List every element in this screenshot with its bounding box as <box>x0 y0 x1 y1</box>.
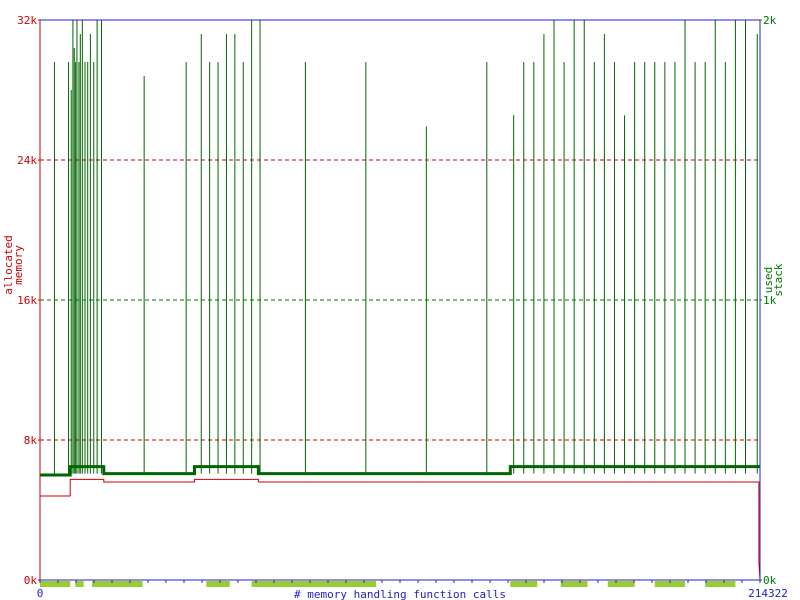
x-tick-label-1: 214322 <box>748 587 788 600</box>
activity-bar-8 <box>654 581 686 587</box>
activity-bar-6 <box>560 581 588 587</box>
activity-bar-7 <box>607 581 635 587</box>
left-tick-label-0: 0k <box>24 574 38 587</box>
series-lines <box>39 20 761 581</box>
activity-bar-1 <box>75 581 84 587</box>
right-tick-label-2: 2k <box>763 14 777 27</box>
tick-labels: 0k 8k 16k 24k 32k 0k 1k 2k 0 214322 <box>17 14 788 600</box>
activity-bar-0 <box>40 581 71 587</box>
x-tick-label-0: 0 <box>37 587 44 600</box>
left-tick-label-3: 24k <box>17 154 37 167</box>
series-line-used-stack <box>40 465 760 477</box>
left-tick-label-4: 32k <box>17 14 37 27</box>
activity-bar-9 <box>705 581 736 587</box>
activity-bar-3 <box>206 581 230 587</box>
gridlines <box>40 159 760 441</box>
left-axis-label-line2: memory <box>12 245 25 285</box>
left-tick-label-2: 16k <box>17 294 37 307</box>
activity-bars <box>39 580 761 587</box>
left-tick-label-1: 8k <box>24 434 38 447</box>
right-tick-label-1: 1k <box>763 294 777 307</box>
activity-bar-4 <box>251 581 376 587</box>
activity-bar-2 <box>92 581 143 587</box>
series-line-allocated-memory <box>39 478 761 581</box>
right-axis-label-line1: used <box>762 267 775 294</box>
axis-labels: # memory handling function calls allocat… <box>2 235 785 600</box>
activity-bar-5 <box>510 581 538 587</box>
x-axis-label: # memory handling function calls <box>294 588 506 600</box>
right-axis-label-line2: stack <box>772 263 785 296</box>
left-axis-label-line1: allocated <box>2 235 15 295</box>
right-tick-label-0: 0k <box>763 574 777 587</box>
